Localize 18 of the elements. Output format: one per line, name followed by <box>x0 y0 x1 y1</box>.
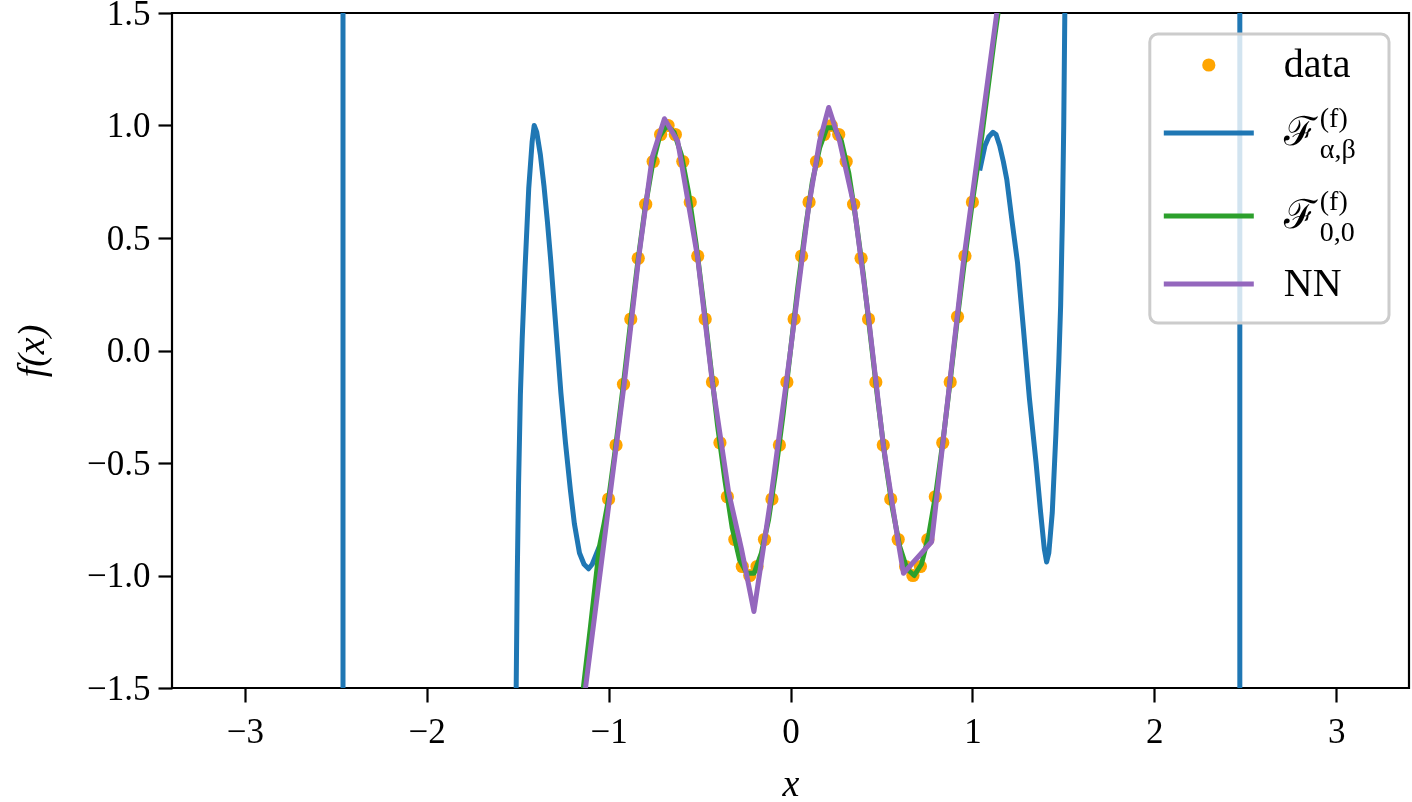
x-tick-label: −1 <box>590 711 628 751</box>
y-tick-label: −0.5 <box>87 443 151 483</box>
legend-label: NN <box>1283 260 1342 305</box>
x-tick-label: 2 <box>1146 711 1164 751</box>
y-tick-label: 1.5 <box>106 0 151 33</box>
x-tick-label: −3 <box>226 711 264 751</box>
x-tick-label: 3 <box>1327 711 1346 751</box>
y-tick-label: −1.5 <box>87 668 151 708</box>
x-tick-label: 0 <box>782 711 800 751</box>
y-tick-label: −1.0 <box>87 556 151 595</box>
x-axis-title: x <box>781 761 800 802</box>
x-tick-label: 1 <box>964 711 982 751</box>
y-tick-label: 1.0 <box>106 106 151 145</box>
y-tick-label: 0.5 <box>106 218 151 258</box>
legend-label: data <box>1283 41 1351 86</box>
y-tick-label: 0.0 <box>106 331 151 370</box>
x-tick-label: −2 <box>408 711 446 751</box>
y-axis-title: f(x) <box>10 324 54 378</box>
